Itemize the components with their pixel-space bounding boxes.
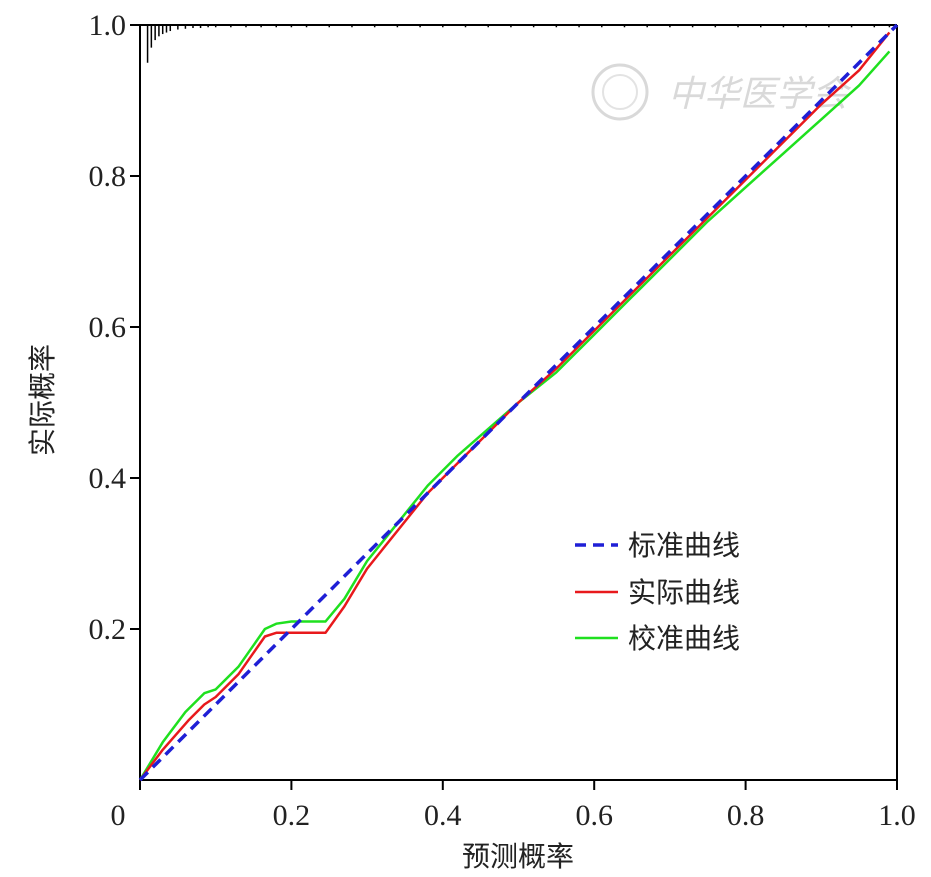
legend-box <box>558 508 770 680</box>
y-axis-title: 实际概率 <box>26 344 59 456</box>
watermark: 中华医学会 <box>591 63 852 121</box>
x-tick-label-5: 1.0 <box>878 799 916 832</box>
tick-labels: 0 0.2 0.4 0.6 0.8 1.0 0.2 0.4 0.6 0.8 1.0 <box>89 9 916 832</box>
y-tick-label-1: 0.4 <box>89 462 127 495</box>
legend-label-standard: 标准曲线 <box>628 529 740 562</box>
watermark-seal-inner-icon <box>602 74 638 110</box>
x-tick-label-0: 0 <box>111 799 126 832</box>
x-tick-label-3: 0.6 <box>575 799 613 832</box>
legend: 标准曲线 实际曲线 校准曲线 <box>558 508 770 680</box>
legend-label-calibrated: 校准曲线 <box>628 622 740 655</box>
legend-label-actual: 实际曲线 <box>628 576 740 609</box>
plot-frame <box>139 24 898 781</box>
x-tick-label-1: 0.2 <box>273 799 311 832</box>
watermark-seal-icon <box>591 63 649 121</box>
x-tick-label-4: 0.8 <box>727 799 765 832</box>
series-lines <box>138 23 899 782</box>
x-tick-label-2: 0.4 <box>424 799 462 832</box>
watermark-text: 中华医学会 <box>668 74 852 115</box>
x-axis-title: 预测概率 <box>462 840 574 873</box>
y-tick-label-0: 0.2 <box>89 613 127 646</box>
series-calibrated-line <box>138 50 891 781</box>
y-tick-label-2: 0.6 <box>89 311 127 344</box>
y-tick-label-3: 0.8 <box>89 160 127 193</box>
rug-marks <box>146 25 891 63</box>
y-tick-label-4: 1.0 <box>89 9 127 42</box>
axis-ticks <box>130 24 898 790</box>
series-standard-line <box>138 23 899 782</box>
